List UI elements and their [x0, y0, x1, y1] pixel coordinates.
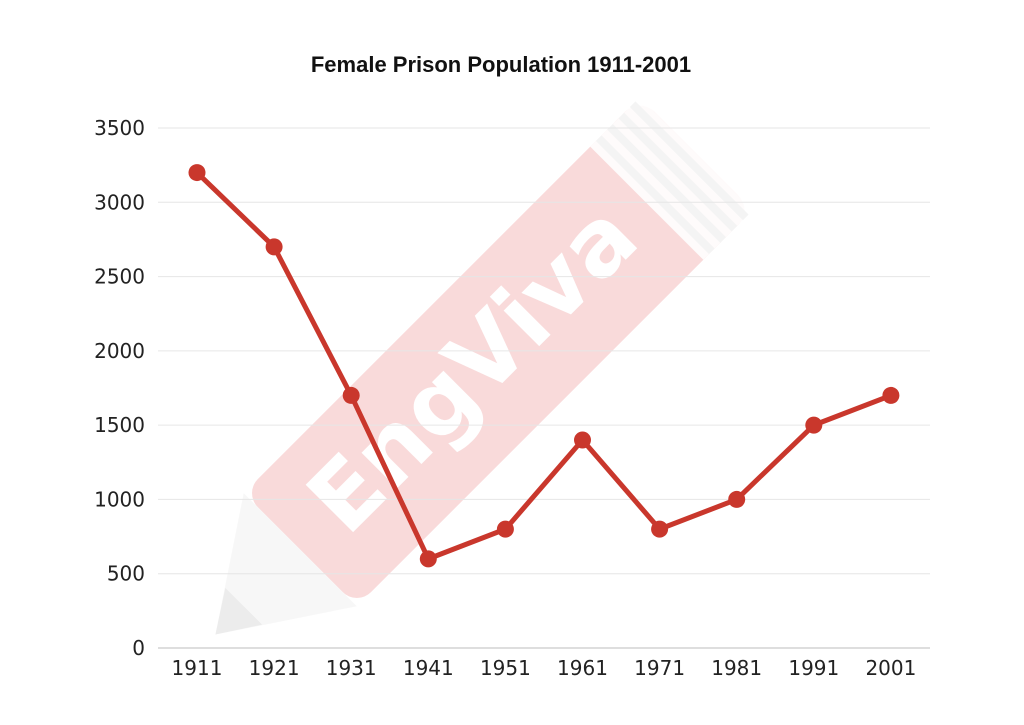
- x-tick-label: 1911: [172, 656, 223, 680]
- data-point: [651, 520, 669, 538]
- y-tick-label: 0: [132, 636, 145, 660]
- data-point: [728, 490, 746, 508]
- y-tick-label: 2000: [94, 339, 145, 363]
- x-axis-ticks: 1911 1921 1931 1941 1951 1961 1971 1981 1991 2001: [172, 656, 917, 680]
- data-point: [342, 386, 360, 404]
- watermark-text: EngViva: [287, 183, 658, 554]
- y-tick-label: 3500: [94, 116, 145, 140]
- series-group: [188, 164, 900, 568]
- gridlines: [158, 127, 930, 649]
- data-point: [574, 431, 591, 449]
- x-tick-label: 1921: [249, 656, 300, 680]
- x-tick-label: 1991: [788, 656, 839, 680]
- x-tick-label: 1971: [634, 656, 685, 680]
- y-tick-label: 1000: [94, 487, 145, 511]
- data-point: [265, 238, 283, 256]
- y-axis-ticks: 0 500 1000 1500 2000 2500 3000 3500: [94, 116, 145, 660]
- chart-title: Female Prison Population 1911-2001: [310, 52, 692, 77]
- data-point: [188, 164, 206, 182]
- y-tick-label: 3000: [94, 190, 145, 214]
- x-tick-label: 1941: [403, 656, 454, 680]
- x-tick-label: 1931: [326, 656, 377, 680]
- watermark-logo: EngViva: [215, 97, 753, 635]
- x-tick-label: 1961: [557, 656, 608, 680]
- data-point: [805, 416, 823, 434]
- data-point: [882, 386, 900, 404]
- y-tick-label: 500: [107, 562, 145, 586]
- y-tick-label: 1500: [94, 413, 145, 437]
- data-point: [496, 520, 514, 538]
- x-tick-label: 1951: [480, 656, 531, 680]
- x-tick-label: 1981: [711, 656, 762, 680]
- series-line: [194, 170, 894, 562]
- data-point: [419, 550, 437, 568]
- x-tick-label: 2001: [865, 656, 916, 680]
- y-tick-label: 2500: [94, 265, 145, 289]
